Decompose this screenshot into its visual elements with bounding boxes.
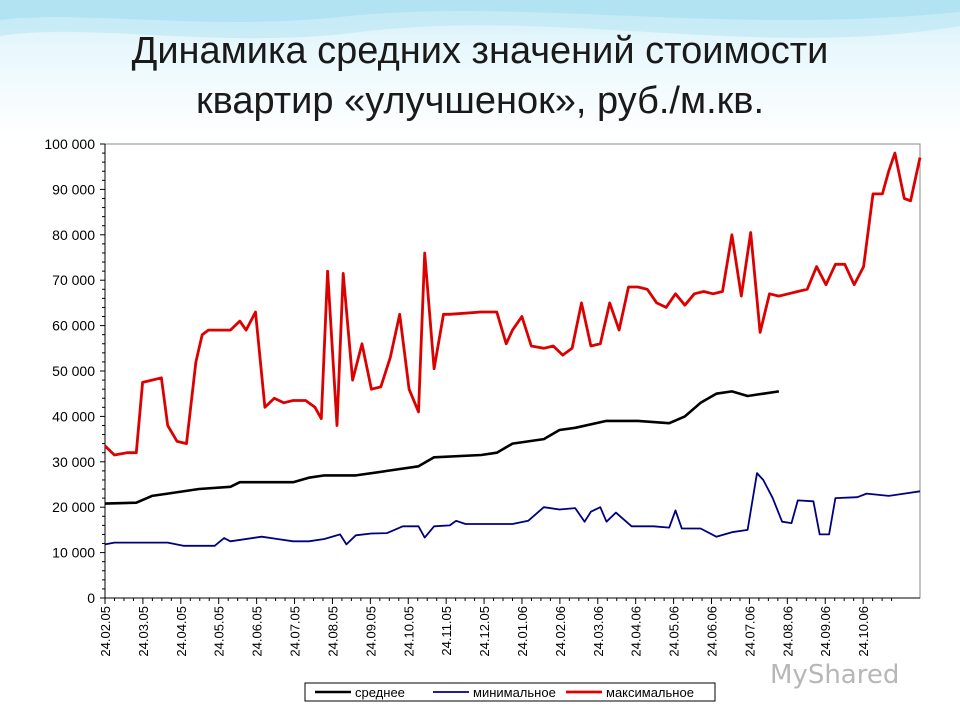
title-line-1: Динамика средних значений стоимости [131,30,829,72]
series-average-line [104,390,780,505]
x-tick-label: 24.08.05 [325,606,340,657]
legend-box [304,682,716,702]
x-tick-label: 24.02.05 [98,606,113,657]
legend-item-minimum-label: минимальное [473,685,556,700]
x-tick-label: 24.07.06 [742,606,757,657]
x-tick-label: 24.08.06 [780,606,795,657]
legend-item-average-label: среднее [355,685,405,700]
x-tick-label: 24.12.05 [477,606,492,657]
x-tick-label: 24.03.06 [591,606,606,657]
x-tick-label: 24.09.06 [818,606,833,657]
y-tick-label: 30 000 [52,454,95,470]
y-tick-label: 20 000 [52,499,95,515]
y-tick-label: 80 000 [52,227,95,243]
series-maximum-line [104,151,922,457]
title-line-2: квартир «улучшенок», руб./м.кв. [195,80,765,122]
x-tick-label: 24.10.05 [401,606,416,657]
x-tick-label: 24.07.05 [288,606,303,657]
x-tick-label: 24.05.06 [667,606,682,657]
y-tick-label: 90 000 [52,181,95,197]
legend-item-maximum-label: максимальное [606,685,694,700]
wave-decoration [0,0,960,39]
y-tick-label: 40 000 [52,408,95,424]
x-tick-label: 24.03.05 [136,606,151,657]
x-tick-label: 24.04.06 [629,606,644,657]
y-tick-label: 100 000 [44,136,95,152]
y-tick-label: 60 000 [52,318,95,334]
x-tick-label: 24.11.05 [439,606,454,656]
x-tick-label: 24.04.05 [174,606,189,657]
x-tick-label: 24.06.06 [705,606,720,657]
x-tick-label: 24.09.05 [363,606,378,657]
x-tick-label: 24.05.05 [212,606,227,657]
series-minimum-line [104,472,921,547]
x-tick-label: 24.01.06 [515,606,530,657]
x-tick-label: 24.02.06 [553,606,568,657]
x-tick-label: 24.10.06 [856,606,871,657]
slide-title: Динамика средних значений стоимости квар… [0,26,960,126]
x-tick-label: 24.06.05 [250,606,265,657]
slide-header-decoration [0,0,960,140]
y-tick-label: 10 000 [52,545,95,561]
y-tick-label: 0 [87,590,95,606]
plot-area [104,143,921,599]
y-tick-label: 50 000 [52,363,95,379]
y-tick-label: 70 000 [52,272,95,288]
watermark-text: MyShared [770,660,900,690]
